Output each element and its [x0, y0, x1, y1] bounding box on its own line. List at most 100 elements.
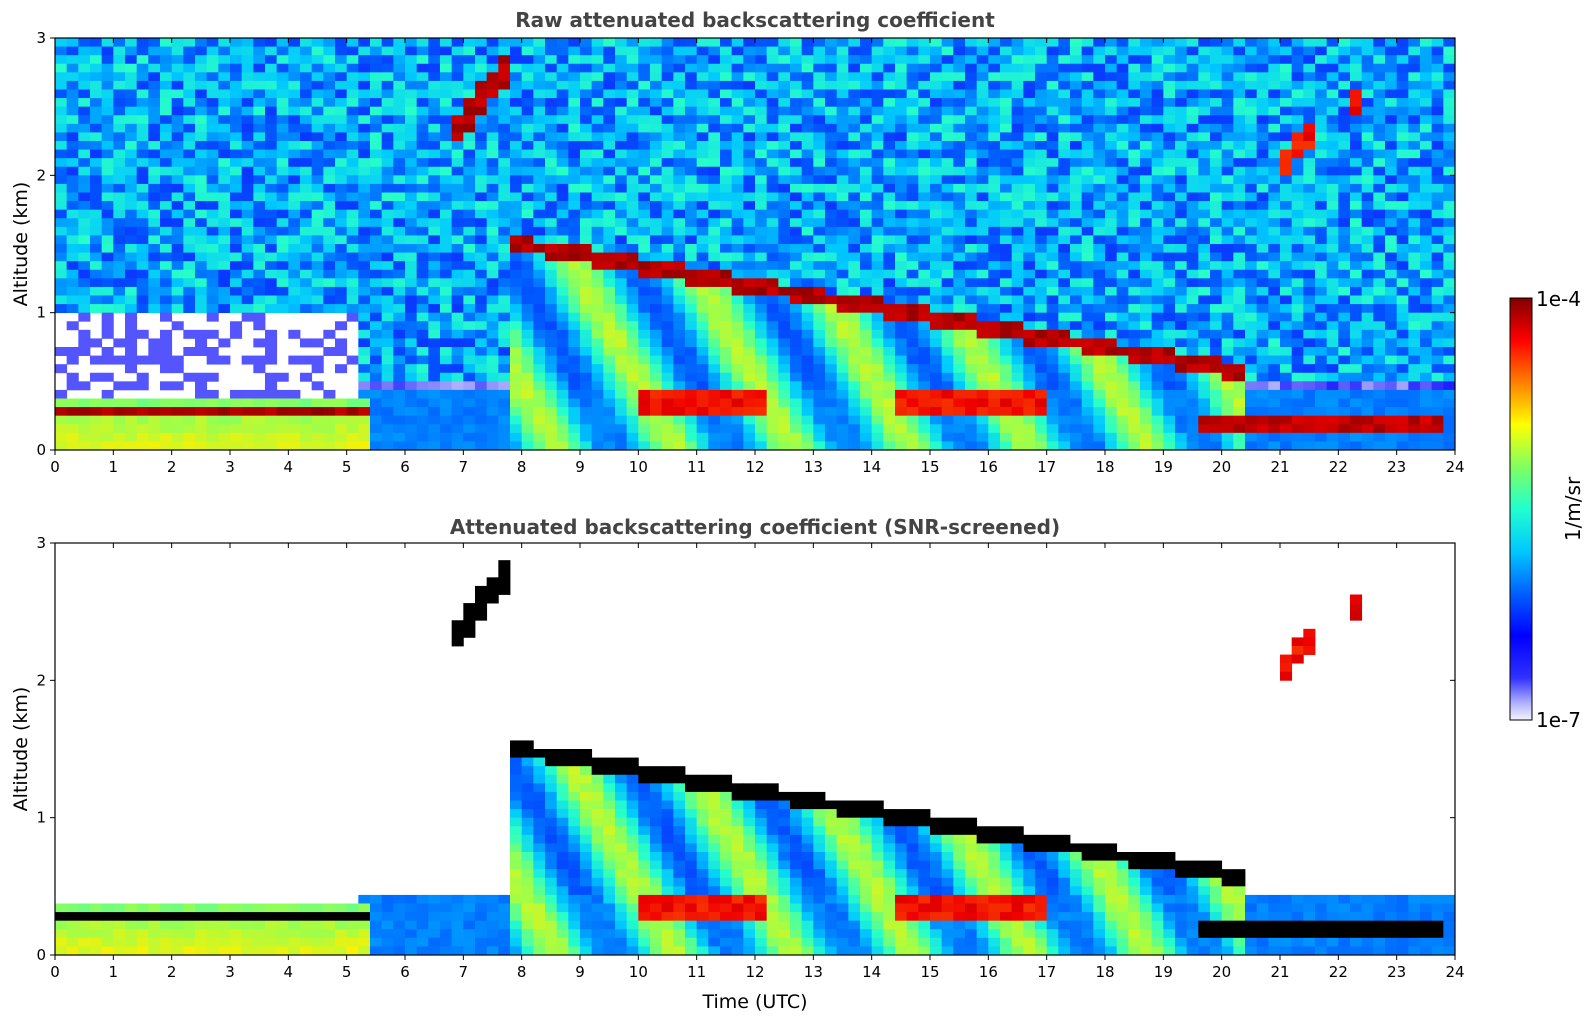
- heatmap-cell: [230, 192, 243, 202]
- heatmap-cell: [1070, 364, 1083, 374]
- heatmap-cell: [1093, 372, 1106, 382]
- heatmap-cell: [393, 261, 406, 271]
- heatmap-cell: [1163, 106, 1176, 116]
- heatmap-cell: [743, 347, 756, 356]
- heatmap-cell: [533, 295, 546, 305]
- heatmap-cell: [475, 415, 488, 425]
- heatmap-cell: [755, 347, 768, 356]
- heatmap-cell: [1291, 415, 1304, 425]
- heatmap-cell: [1175, 407, 1188, 417]
- heatmap-cell: [603, 424, 616, 434]
- heatmap-cell: [1000, 424, 1013, 434]
- heatmap-cell: [1245, 115, 1258, 125]
- heatmap-cell: [311, 201, 324, 211]
- heatmap-cell: [358, 424, 371, 434]
- heatmap-cell: [381, 244, 394, 253]
- heatmap-cell: [148, 347, 161, 356]
- heatmap-cell: [381, 338, 394, 348]
- heatmap-cell: [953, 149, 966, 159]
- heatmap-cell: [953, 338, 966, 348]
- heatmap-cell: [451, 80, 464, 90]
- heatmap-cell: [1140, 312, 1153, 322]
- heatmap-cell: [148, 226, 161, 236]
- heatmap-cell: [661, 278, 674, 288]
- heatmap-cell: [848, 38, 861, 47]
- heatmap-cell: [790, 175, 803, 185]
- heatmap-cell: [568, 63, 581, 73]
- heatmap-cell: [381, 72, 394, 82]
- heatmap-cell: [55, 364, 68, 374]
- heatmap-cell: [650, 415, 663, 425]
- heatmap-cell: [918, 218, 931, 228]
- heatmap-cell: [825, 304, 838, 314]
- heatmap-cell: [860, 441, 873, 450]
- heatmap-cell: [1221, 415, 1234, 425]
- heatmap-cell: [556, 252, 569, 262]
- heatmap-cell: [370, 123, 383, 133]
- heatmap-cell: [1151, 244, 1164, 253]
- heatmap-cell: [265, 123, 278, 133]
- heatmap-cell: [883, 432, 896, 442]
- heatmap-cell: [125, 381, 138, 391]
- heatmap-cell: [475, 244, 488, 253]
- heatmap-cell: [1245, 123, 1258, 133]
- heatmap-cell: [276, 149, 289, 159]
- heatmap-cell: [428, 278, 441, 288]
- heatmap-cell: [673, 347, 686, 356]
- heatmap-cell: [1105, 63, 1118, 73]
- heatmap-cell: [895, 398, 908, 408]
- heatmap-cell: [311, 235, 324, 245]
- heatmap-cell: [1140, 132, 1153, 142]
- heatmap-cell: [288, 389, 301, 399]
- heatmap-cell: [1163, 132, 1176, 142]
- heatmap-cell: [895, 252, 908, 262]
- heatmap-cell: [125, 149, 138, 159]
- heatmap-cell: [101, 106, 114, 116]
- heatmap-cell: [755, 304, 768, 314]
- heatmap-cell: [580, 226, 593, 236]
- heatmap-cell: [1000, 166, 1013, 176]
- heatmap-cell: [626, 106, 639, 116]
- heatmap-cell: [1081, 355, 1094, 365]
- heatmap-cell: [1245, 295, 1258, 305]
- heatmap-cell: [183, 192, 196, 202]
- heatmap-cell: [603, 304, 616, 314]
- heatmap-cell: [848, 175, 861, 185]
- heatmap-cell: [451, 158, 464, 168]
- heatmap-cell: [813, 63, 826, 73]
- heatmap-cell: [218, 269, 231, 279]
- heatmap-cell: [918, 312, 931, 322]
- heatmap-cell: [206, 415, 219, 425]
- heatmap-cell: [90, 235, 103, 245]
- heatmap-cell: [533, 347, 546, 356]
- heatmap-cell: [1175, 235, 1188, 245]
- heatmap-cell: [1058, 372, 1071, 382]
- heatmap-cell: [475, 106, 488, 116]
- heatmap-cell: [1081, 304, 1094, 314]
- heatmap-cell: [591, 123, 604, 133]
- heatmap-cell: [836, 304, 849, 314]
- heatmap-cell: [183, 72, 196, 82]
- heatmap-cell: [1245, 38, 1258, 47]
- heatmap-cell: [206, 218, 219, 228]
- heatmap-cell: [1233, 63, 1246, 73]
- heatmap-cell: [626, 295, 639, 305]
- heatmap-cell: [1046, 98, 1059, 108]
- heatmap-cell: [696, 235, 709, 245]
- heatmap-cell: [358, 415, 371, 425]
- heatmap-cell: [696, 441, 709, 450]
- heatmap-cell: [101, 158, 114, 168]
- heatmap-cell: [510, 321, 523, 331]
- heatmap-cell: [731, 89, 744, 99]
- heatmap-cell: [1140, 235, 1153, 245]
- heatmap-cell: [778, 209, 791, 219]
- heatmap-cell: [941, 269, 954, 279]
- heatmap-cell: [1140, 415, 1153, 425]
- heatmap-cell: [136, 98, 149, 108]
- heatmap-cell: [300, 261, 313, 271]
- heatmap-cell: [1140, 158, 1153, 168]
- heatmap-cell: [288, 63, 301, 73]
- heatmap-cell: [1221, 252, 1234, 262]
- heatmap-cell: [195, 329, 208, 339]
- heatmap-cell: [136, 278, 149, 288]
